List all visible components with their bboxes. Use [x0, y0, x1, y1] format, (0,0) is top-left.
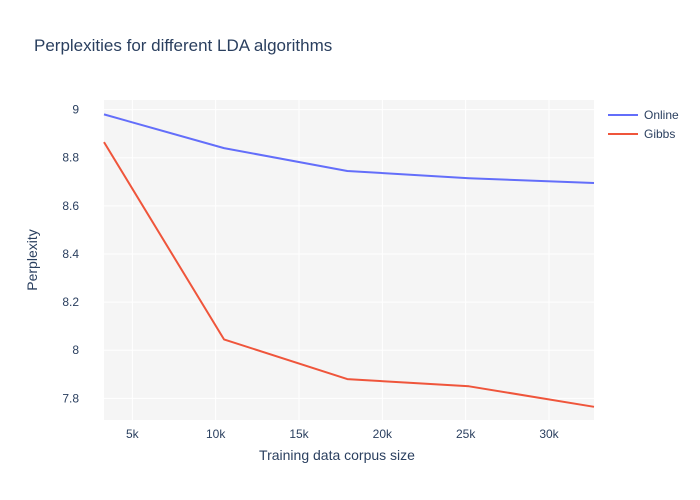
y-tick-label: 9	[72, 103, 79, 117]
legend-label: Gibbs	[644, 127, 675, 141]
x-tick-label: 5k	[126, 427, 140, 441]
x-axis-title: Training data corpus size	[259, 447, 415, 463]
series-line-gibbs	[103, 141, 595, 408]
x-tick-label: 10k	[206, 427, 226, 441]
y-tick-label: 8.2	[62, 295, 79, 309]
y-tick-label: 8.4	[62, 247, 79, 261]
y-axis-ticks: 7.8 8 8.2 8.4 8.6 8.8 9	[62, 103, 79, 406]
y-tick-label: 8.8	[62, 151, 79, 165]
x-axis-ticks: 5k 10k 15k 20k 25k 30k	[126, 427, 560, 441]
legend-label: Online	[644, 108, 679, 122]
y-tick-label: 8.6	[62, 199, 79, 213]
chart-title: Perplexities for different LDA algorithm…	[34, 36, 332, 55]
y-tick-label: 7.8	[62, 391, 79, 405]
x-tick-label: 15k	[289, 427, 309, 441]
x-tick-label: 30k	[539, 427, 559, 441]
legend-item-gibbs[interactable]: Gibbs	[608, 127, 675, 141]
gridlines	[104, 100, 594, 420]
legend[interactable]: Online Gibbs	[608, 108, 679, 141]
series-lines	[103, 113, 595, 408]
series-line-online	[103, 113, 595, 184]
x-tick-label: 20k	[373, 427, 393, 441]
legend-item-online[interactable]: Online	[608, 108, 679, 122]
y-tick-label: 8	[72, 343, 79, 357]
x-tick-label: 25k	[456, 427, 476, 441]
y-axis-title: Perplexity	[24, 229, 40, 290]
plot-area	[104, 100, 594, 420]
